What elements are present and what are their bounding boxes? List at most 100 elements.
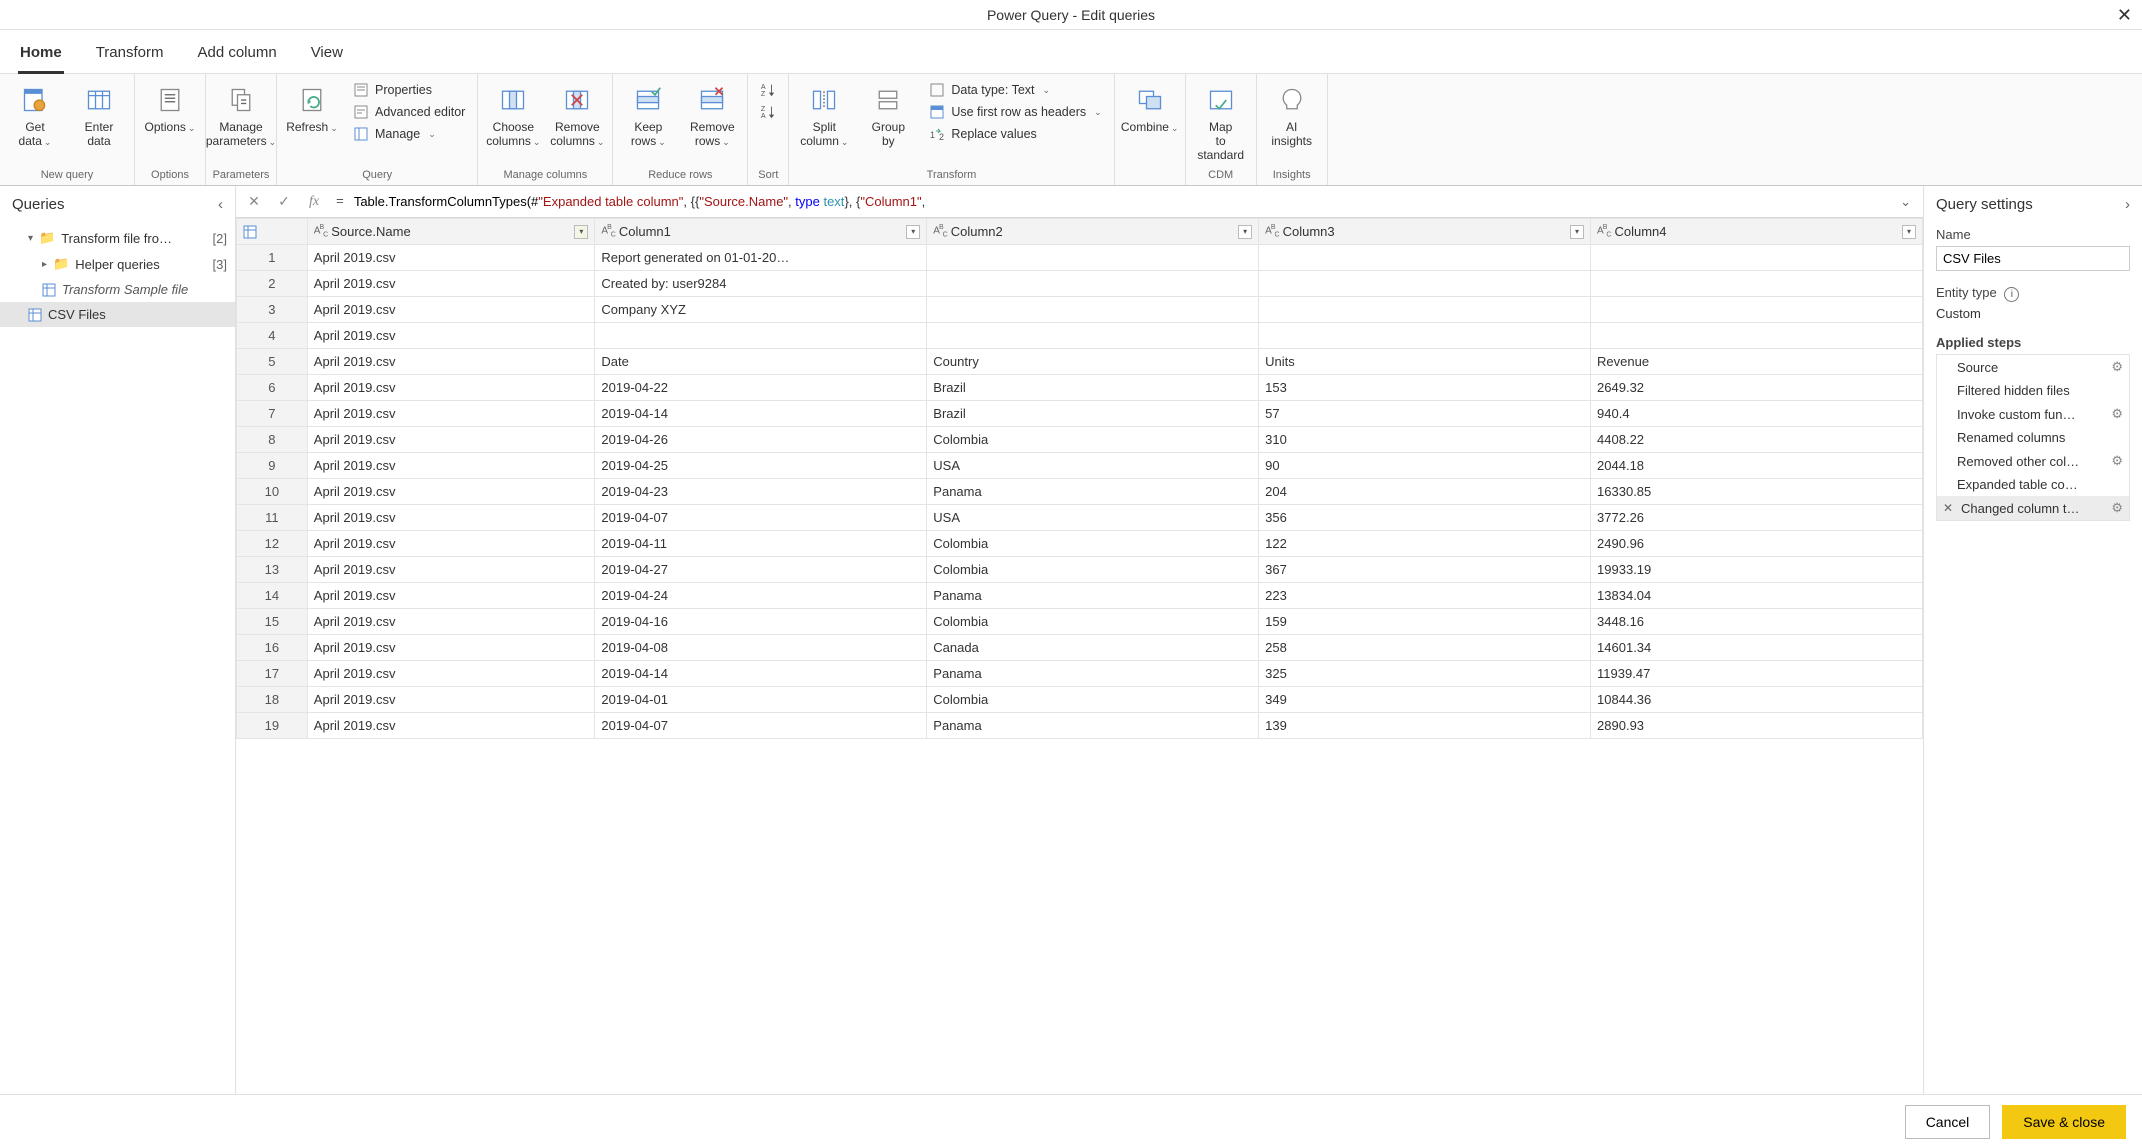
query-item-csv-files[interactable]: CSV Files <box>0 302 235 327</box>
formula-commit-icon[interactable]: ✓ <box>272 193 296 210</box>
cell[interactable]: April 2019.csv <box>307 375 595 401</box>
cell[interactable]: 122 <box>1259 531 1591 557</box>
query-name-input[interactable] <box>1936 246 2130 271</box>
step-invoke-custom-fun-[interactable]: Invoke custom fun…⚙ <box>1937 402 2129 426</box>
row-number[interactable]: 10 <box>237 479 308 505</box>
cell[interactable]: 2019-04-22 <box>595 375 927 401</box>
query-item-helper-queries[interactable]: ▸📁Helper queries[3] <box>0 251 235 277</box>
step-removed-other-col-[interactable]: Removed other col…⚙ <box>1937 449 2129 473</box>
cell[interactable] <box>1591 245 1923 271</box>
cell[interactable]: 2019-04-16 <box>595 609 927 635</box>
cell[interactable]: Units <box>1259 349 1591 375</box>
table-row[interactable]: 2April 2019.csvCreated by: user9284 <box>237 271 1923 297</box>
column-filter-icon[interactable]: ▾ <box>1238 225 1252 239</box>
cell[interactable] <box>1259 323 1591 349</box>
data-grid-wrap[interactable]: ABCSource.Name▾ABCColumn1▾ABCColumn2▾ABC… <box>236 218 1923 1094</box>
cell[interactable]: Report generated on 01-01-20… <box>595 245 927 271</box>
cell[interactable]: Country <box>927 349 1259 375</box>
cell[interactable]: April 2019.csv <box>307 609 595 635</box>
info-icon[interactable]: i <box>2004 287 2019 302</box>
cell[interactable]: Created by: user9284 <box>595 271 927 297</box>
close-icon[interactable]: ✕ <box>2117 5 2132 26</box>
choose-columns-button[interactable]: Choosecolumns⌄ <box>484 78 542 153</box>
row-number[interactable]: 18 <box>237 687 308 713</box>
gear-icon[interactable]: ⚙ <box>2111 500 2123 516</box>
row-number[interactable]: 17 <box>237 661 308 687</box>
cell[interactable]: 57 <box>1259 401 1591 427</box>
cell[interactable]: USA <box>927 453 1259 479</box>
cell[interactable] <box>927 323 1259 349</box>
first-row-headers-button[interactable]: Use first row as headers⌄ <box>923 102 1107 122</box>
properties-button[interactable]: Properties <box>347 80 471 100</box>
table-row[interactable]: 10April 2019.csv2019-04-23Panama20416330… <box>237 479 1923 505</box>
table-row[interactable]: 13April 2019.csv2019-04-27Colombia367199… <box>237 557 1923 583</box>
cell[interactable]: 2019-04-27 <box>595 557 927 583</box>
cell[interactable]: 11939.47 <box>1591 661 1923 687</box>
column-header-column2[interactable]: ABCColumn2▾ <box>927 219 1259 245</box>
cell[interactable] <box>927 245 1259 271</box>
cell[interactable]: Canada <box>927 635 1259 661</box>
expand-icon[interactable]: ▸ <box>42 259 47 270</box>
refresh-button[interactable]: Refresh⌄ <box>283 78 341 139</box>
cell[interactable]: April 2019.csv <box>307 713 595 739</box>
cell[interactable]: April 2019.csv <box>307 349 595 375</box>
cell[interactable]: 325 <box>1259 661 1591 687</box>
cell[interactable]: 3772.26 <box>1591 505 1923 531</box>
cell[interactable]: April 2019.csv <box>307 245 595 271</box>
cell[interactable]: 19933.19 <box>1591 557 1923 583</box>
row-number[interactable]: 15 <box>237 609 308 635</box>
cell[interactable]: 258 <box>1259 635 1591 661</box>
table-row[interactable]: 18April 2019.csv2019-04-01Colombia349108… <box>237 687 1923 713</box>
row-number[interactable]: 19 <box>237 713 308 739</box>
cell[interactable]: 3448.16 <box>1591 609 1923 635</box>
table-row[interactable]: 7April 2019.csv2019-04-14Brazil57940.4 <box>237 401 1923 427</box>
cell[interactable]: Brazil <box>927 401 1259 427</box>
remove-columns-button[interactable]: Removecolumns⌄ <box>548 78 606 153</box>
map-to-standard-button[interactable]: Mapto standard <box>1192 78 1250 166</box>
formula-text[interactable]: Table.TransformColumnTypes(#"Expanded ta… <box>354 194 1888 210</box>
row-number[interactable]: 13 <box>237 557 308 583</box>
cell[interactable]: Colombia <box>927 557 1259 583</box>
remove-rows-button[interactable]: Removerows⌄ <box>683 78 741 153</box>
cell[interactable]: April 2019.csv <box>307 479 595 505</box>
cell[interactable]: April 2019.csv <box>307 557 595 583</box>
cell[interactable]: April 2019.csv <box>307 661 595 687</box>
cell[interactable]: 159 <box>1259 609 1591 635</box>
cell[interactable]: 2890.93 <box>1591 713 1923 739</box>
sort-desc-button[interactable]: ZA <box>754 102 782 122</box>
cell[interactable]: April 2019.csv <box>307 505 595 531</box>
table-row[interactable]: 14April 2019.csv2019-04-24Panama22313834… <box>237 583 1923 609</box>
tab-view[interactable]: View <box>309 38 345 73</box>
cell[interactable]: 4408.22 <box>1591 427 1923 453</box>
cell[interactable]: Panama <box>927 479 1259 505</box>
gear-icon[interactable]: ⚙ <box>2111 359 2123 375</box>
cell[interactable]: 16330.85 <box>1591 479 1923 505</box>
row-number[interactable]: 12 <box>237 531 308 557</box>
row-number[interactable]: 9 <box>237 453 308 479</box>
cell[interactable]: 10844.36 <box>1591 687 1923 713</box>
combine-button[interactable]: Combine⌄ <box>1121 78 1179 139</box>
table-row[interactable]: 11April 2019.csv2019-04-07USA3563772.26 <box>237 505 1923 531</box>
cell[interactable]: 2019-04-14 <box>595 401 927 427</box>
cancel-button[interactable]: Cancel <box>1905 1105 1991 1139</box>
cell[interactable] <box>1591 271 1923 297</box>
cell[interactable]: 2019-04-07 <box>595 713 927 739</box>
cell[interactable] <box>927 271 1259 297</box>
cell[interactable]: Colombia <box>927 427 1259 453</box>
cell[interactable]: 2019-04-11 <box>595 531 927 557</box>
cell[interactable]: 2019-04-24 <box>595 583 927 609</box>
delete-step-icon[interactable]: ✕ <box>1943 501 1955 515</box>
column-filter-icon[interactable]: ▾ <box>906 225 920 239</box>
cell[interactable]: April 2019.csv <box>307 583 595 609</box>
cell[interactable]: 139 <box>1259 713 1591 739</box>
manage-parameters-button[interactable]: Manageparameters⌄ <box>212 78 270 153</box>
formula-cancel-icon[interactable]: ✕ <box>242 193 266 210</box>
save-close-button[interactable]: Save & close <box>2002 1105 2126 1139</box>
get-data-button[interactable]: Getdata⌄ <box>6 78 64 153</box>
data-type-button[interactable]: Data type: Text⌄ <box>923 80 1107 100</box>
table-row[interactable]: 19April 2019.csv2019-04-07Panama1392890.… <box>237 713 1923 739</box>
query-item-transform-file-fro-[interactable]: ▾📁Transform file fro…[2] <box>0 225 235 251</box>
table-row[interactable]: 5April 2019.csvDateCountryUnitsRevenue <box>237 349 1923 375</box>
cell[interactable]: April 2019.csv <box>307 687 595 713</box>
keep-rows-button[interactable]: Keeprows⌄ <box>619 78 677 153</box>
